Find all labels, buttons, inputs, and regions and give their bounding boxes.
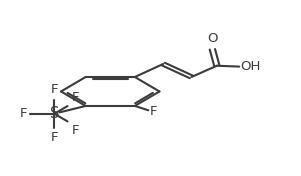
Text: F: F <box>150 105 157 118</box>
Text: S: S <box>50 106 59 121</box>
Text: F: F <box>51 83 58 96</box>
Text: O: O <box>207 32 218 45</box>
Text: F: F <box>71 124 79 137</box>
Text: F: F <box>19 107 27 120</box>
Text: OH: OH <box>241 60 261 73</box>
Text: F: F <box>51 131 58 144</box>
Text: F: F <box>71 91 79 104</box>
